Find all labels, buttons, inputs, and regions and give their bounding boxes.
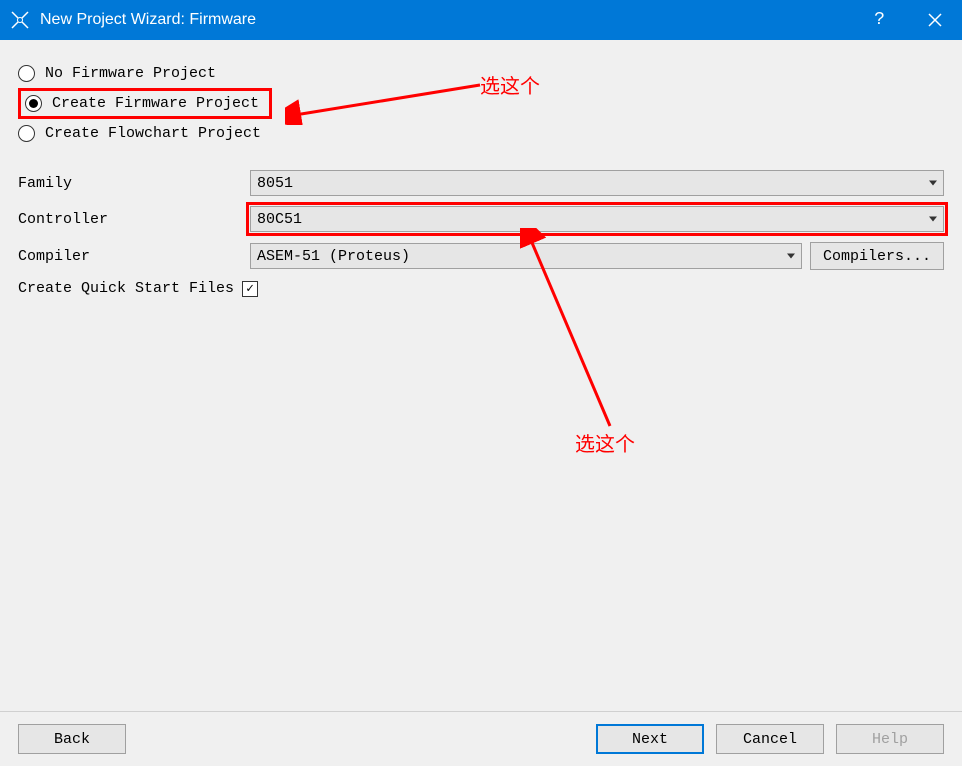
radio-label: Create Firmware Project (52, 95, 259, 112)
radio-create-firmware[interactable]: Create Firmware Project (18, 88, 944, 118)
radio-icon (18, 125, 35, 142)
button-label: Next (632, 731, 668, 748)
label-quickstart: Create Quick Start Files (18, 280, 234, 297)
dialog-footer: Back Next Cancel Help (0, 711, 962, 766)
row-quickstart: Create Quick Start Files (18, 280, 944, 297)
row-family: Family 8051 (18, 170, 944, 196)
dropdown-value: 80C51 (257, 211, 302, 228)
checkbox-quickstart[interactable] (242, 281, 258, 297)
label-compiler: Compiler (18, 248, 250, 265)
dropdown-value: 8051 (257, 175, 293, 192)
chevron-down-icon (929, 181, 937, 186)
radio-icon (18, 65, 35, 82)
radio-create-flowchart[interactable]: Create Flowchart Project (18, 118, 944, 148)
window-title: New Project Wizard: Firmware (40, 11, 852, 29)
button-label: Back (54, 731, 90, 748)
cancel-button[interactable]: Cancel (716, 724, 824, 754)
help-button-footer[interactable]: Help (836, 724, 944, 754)
firmware-form: Family 8051 Controller 80C51 Compiler AS… (18, 166, 944, 297)
row-compiler: Compiler ASEM-51 (Proteus) Compilers... (18, 242, 944, 270)
button-label: Compilers... (823, 248, 931, 265)
app-icon (10, 10, 30, 30)
row-controller: Controller 80C51 (18, 206, 944, 232)
close-button[interactable] (907, 0, 962, 40)
radio-icon (25, 95, 42, 112)
label-family: Family (18, 175, 250, 192)
button-label: Cancel (743, 731, 797, 748)
button-label: Help (872, 731, 908, 748)
label-controller: Controller (18, 211, 250, 228)
radio-label: Create Flowchart Project (45, 125, 261, 142)
dropdown-value: ASEM-51 (Proteus) (257, 248, 410, 265)
help-button[interactable]: ? (852, 0, 907, 40)
dropdown-compiler[interactable]: ASEM-51 (Proteus) (250, 243, 802, 269)
dropdown-family[interactable]: 8051 (250, 170, 944, 196)
titlebar: New Project Wizard: Firmware ? (0, 0, 962, 40)
back-button[interactable]: Back (18, 724, 126, 754)
dropdown-controller[interactable]: 80C51 (250, 206, 944, 232)
next-button[interactable]: Next (596, 724, 704, 754)
chevron-down-icon (929, 217, 937, 222)
compilers-button[interactable]: Compilers... (810, 242, 944, 270)
radio-label: No Firmware Project (45, 65, 216, 82)
firmware-radio-group: No Firmware Project Create Firmware Proj… (18, 58, 944, 148)
dialog-content: No Firmware Project Create Firmware Proj… (0, 40, 962, 711)
chevron-down-icon (787, 254, 795, 259)
radio-no-firmware[interactable]: No Firmware Project (18, 58, 944, 88)
annotation-highlight-box: Create Firmware Project (18, 88, 272, 119)
